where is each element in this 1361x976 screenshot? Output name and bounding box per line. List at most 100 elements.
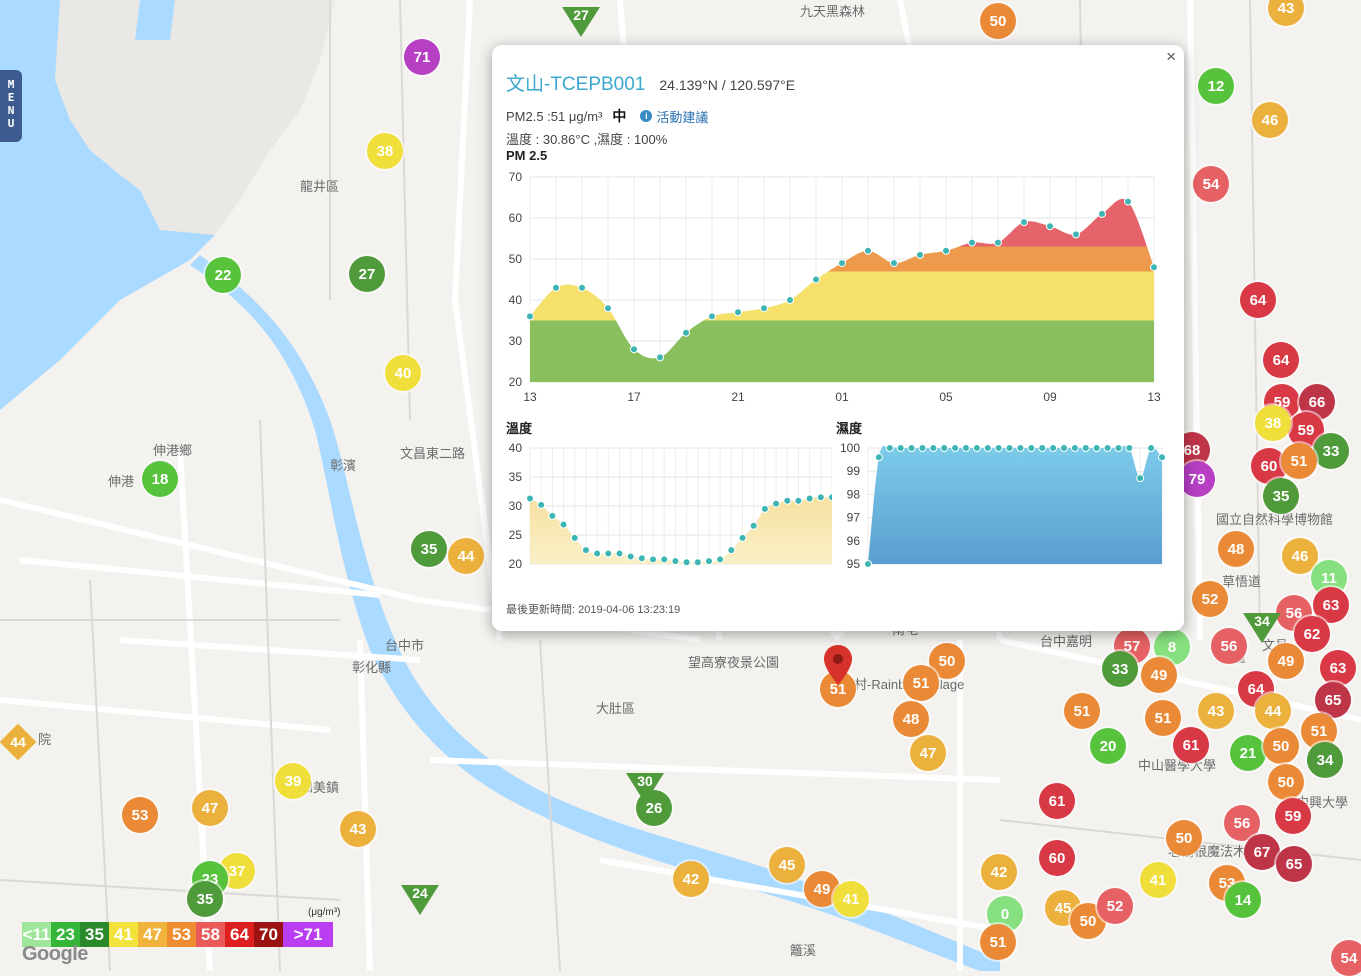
map-pin-icon[interactable] [823,645,853,685]
aqi-station-marker[interactable]: 41 [833,881,869,917]
data-point[interactable] [716,555,725,564]
aqi-station-marker[interactable]: 47 [192,790,228,826]
aqi-station-marker[interactable]: 61 [1173,727,1209,763]
data-point[interactable] [1072,230,1080,239]
aqi-station-marker[interactable]: 52 [1192,581,1228,617]
aqi-station-marker[interactable]: 65 [1276,846,1312,882]
aqi-station-marker[interactable]: 50 [1070,903,1106,939]
close-button[interactable]: × [1166,47,1176,66]
data-point[interactable] [772,499,781,508]
temperature-chart[interactable]: 20 25 30 35 40 [492,438,832,573]
data-point[interactable] [682,328,690,337]
aqi-station-marker[interactable]: 54 [1193,166,1229,202]
aqi-station-marker[interactable]: 38 [367,133,403,169]
aqi-station-marker[interactable]: 63 [1313,587,1349,623]
data-point[interactable] [794,496,803,505]
aqi-station-marker[interactable]: 34 [1307,742,1343,778]
humidity-chart[interactable]: 95 96 97 98 99 100 [832,438,1177,573]
data-point[interactable] [864,246,872,255]
aqi-station-marker[interactable]: 40 [385,355,421,391]
aqi-station-marker[interactable]: 48 [1218,531,1254,567]
data-point[interactable] [1147,444,1156,452]
data-point[interactable] [559,520,568,529]
aqi-station-marker[interactable]: 44 [1255,693,1291,729]
data-point[interactable] [896,444,905,452]
pm25-chart[interactable]: 20 30 40 50 60 70 13 17 21 01 05 09 13 [492,163,1172,403]
aqi-station-marker[interactable]: 54 [1331,940,1361,976]
aqi-station-marker[interactable]: 52 [1097,888,1133,924]
aqi-station-marker[interactable]: 50 [1268,764,1304,800]
aqi-station-marker[interactable]: 41 [1140,862,1176,898]
aqi-station-marker[interactable]: 22 [205,257,241,293]
aqi-station-marker[interactable]: 33 [1102,651,1138,687]
aqi-station-marker[interactable]: 42 [673,861,709,897]
aqi-station-marker[interactable]: 47 [910,735,946,771]
aqi-station-marker[interactable]: 46 [1252,102,1288,138]
data-point[interactable] [1103,444,1112,452]
data-point[interactable] [890,259,898,268]
data-point[interactable] [1005,444,1014,452]
data-point[interactable] [918,444,927,452]
data-point[interactable] [1081,444,1090,452]
data-point[interactable] [738,533,747,542]
aqi-station-marker[interactable]: 65 [1315,682,1351,718]
data-point[interactable] [812,275,820,284]
aqi-station-marker[interactable]: 71 [404,39,440,75]
data-point[interactable] [786,296,794,304]
aqi-station-marker[interactable]: 27 [349,256,385,292]
aqi-station-marker[interactable]: 35 [1263,478,1299,514]
aqi-station-marker[interactable]: 45 [1045,890,1081,926]
data-point[interactable] [1158,453,1166,462]
aqi-triangle-marker[interactable]: 24 [401,885,439,915]
data-point[interactable] [604,549,613,558]
data-point[interactable] [526,312,534,321]
data-point[interactable] [1046,222,1054,231]
data-point[interactable] [1049,444,1058,452]
data-point[interactable] [805,494,814,503]
aqi-station-marker[interactable]: 42 [981,854,1017,890]
aqi-station-marker[interactable]: 43 [1198,693,1234,729]
station-name[interactable]: 文山-TCEPB001 [506,74,646,95]
aqi-station-marker[interactable]: 35 [411,531,447,567]
data-point[interactable] [548,511,557,520]
data-point[interactable] [1027,444,1036,452]
data-point[interactable] [537,500,546,509]
data-point[interactable] [727,546,736,555]
data-point[interactable] [828,493,833,502]
data-point[interactable] [656,353,664,362]
aqi-station-marker[interactable]: 51 [1281,443,1317,479]
aqi-station-marker[interactable]: 48 [893,701,929,737]
aqi-station-marker[interactable]: 12 [1198,68,1234,104]
data-point[interactable] [604,304,612,313]
data-point[interactable] [734,308,742,317]
data-point[interactable] [704,557,713,566]
data-point[interactable] [942,246,950,255]
data-point[interactable] [1114,444,1123,452]
data-point[interactable] [929,444,938,452]
data-point[interactable] [874,453,883,462]
aqi-station-marker[interactable]: 50 [1263,728,1299,764]
data-point[interactable] [968,238,976,247]
data-point[interactable] [1020,218,1028,227]
aqi-station-marker[interactable]: 33 [1313,433,1349,469]
aqi-station-marker[interactable]: 79 [1179,461,1215,497]
data-point[interactable] [760,304,768,313]
aqi-station-marker[interactable]: 64 [1263,342,1299,378]
data-point[interactable] [916,250,924,259]
aqi-station-marker[interactable]: 49 [1141,657,1177,693]
aqi-station-marker[interactable]: 50 [1166,820,1202,856]
data-point[interactable] [1098,209,1106,218]
data-point[interactable] [1125,444,1134,452]
data-point[interactable] [682,558,691,567]
data-point[interactable] [630,345,638,354]
data-point[interactable] [526,494,534,503]
aqi-triangle-marker[interactable]: 30 [626,773,664,803]
aqi-station-marker[interactable]: 43 [340,811,376,847]
data-point[interactable] [671,557,680,566]
activity-advice-link[interactable]: 活動建議 [656,109,709,125]
data-point[interactable] [1060,444,1068,452]
aqi-station-marker[interactable]: 53 [122,797,158,833]
data-point[interactable] [816,493,825,502]
aqi-station-marker[interactable]: 51 [903,665,939,701]
data-point[interactable] [1124,197,1132,206]
